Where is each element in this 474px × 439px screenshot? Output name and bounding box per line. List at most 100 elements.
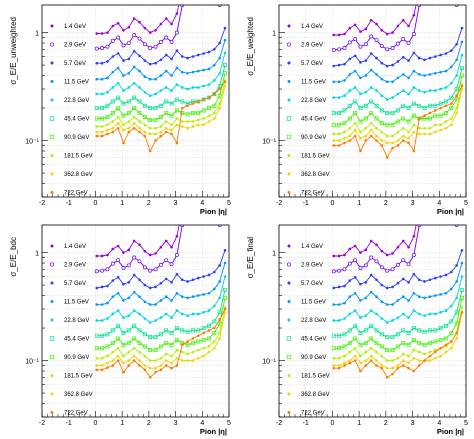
data-point (213, 270, 216, 274)
data-point (401, 295, 405, 299)
data-point (455, 94, 458, 98)
data-point (337, 303, 341, 306)
data-point (347, 40, 352, 45)
legend-label: 181.5 GeV (301, 374, 330, 380)
data-point (95, 319, 99, 322)
data-point (170, 316, 173, 319)
data-point (213, 1, 216, 4)
data-point (201, 326, 206, 330)
data-point (223, 0, 226, 2)
legend-marker (287, 24, 291, 28)
data-point (180, 120, 184, 123)
data-point (407, 366, 410, 370)
data-point (148, 46, 153, 50)
data-point (428, 278, 432, 282)
data-point (202, 346, 205, 350)
data-point (153, 118, 158, 122)
data-point (395, 262, 400, 267)
data-point (428, 312, 432, 316)
data-point (438, 326, 443, 330)
data-point (444, 126, 448, 130)
data-point (374, 38, 379, 43)
data-point (454, 87, 459, 91)
x-tick-label: 4 (437, 420, 441, 427)
data-point (342, 108, 347, 113)
legend-marker (49, 262, 55, 267)
data-point (127, 359, 131, 362)
data-point (390, 348, 395, 353)
data-point (95, 134, 99, 138)
data-point (337, 364, 341, 367)
data-point (100, 368, 104, 372)
data-point (196, 328, 201, 333)
data-point (223, 248, 227, 252)
series-line-45-4-GeV (333, 289, 463, 338)
data-point (212, 92, 217, 96)
data-point (190, 328, 195, 333)
data-point (353, 111, 358, 115)
data-point (148, 268, 153, 273)
data-point (196, 339, 201, 344)
data-point (438, 338, 443, 342)
data-point (450, 81, 453, 85)
data-point (369, 86, 373, 89)
data-point (116, 359, 120, 362)
data-point (332, 33, 336, 37)
legend-marker (287, 374, 291, 377)
data-point (164, 341, 169, 346)
data-point (111, 24, 115, 28)
data-point (132, 359, 136, 362)
plot-frame (41, 4, 230, 198)
data-point (94, 269, 99, 274)
legend-marker (50, 244, 54, 248)
data-point (170, 299, 173, 302)
data-point (406, 106, 411, 110)
data-point (391, 96, 394, 99)
legend-marker (49, 42, 55, 47)
legend-label: 2.9 GeV (301, 263, 323, 269)
data-point (343, 364, 346, 367)
data-point (196, 99, 201, 104)
x-tick-label: -2 (276, 200, 282, 207)
data-point (401, 103, 406, 108)
data-point (348, 73, 352, 76)
data-point (348, 312, 352, 316)
data-point (364, 281, 368, 284)
data-point (100, 364, 104, 367)
data-point (449, 319, 454, 324)
data-point (159, 245, 163, 249)
data-point (395, 108, 400, 113)
data-point (127, 296, 131, 300)
data-point (181, 208, 184, 211)
data-point (95, 32, 99, 35)
data-point (202, 123, 205, 127)
data-point (427, 103, 432, 108)
data-point (180, 312, 184, 316)
legend-marker (50, 281, 54, 285)
data-point (396, 281, 400, 285)
data-point (343, 79, 346, 82)
data-point (132, 95, 137, 100)
data-point (223, 261, 227, 265)
data-point (385, 111, 390, 115)
data-point (196, 86, 200, 89)
data-point (164, 364, 168, 367)
data-point (348, 295, 352, 299)
data-point (100, 125, 104, 128)
data-point (359, 136, 362, 140)
data-point (106, 132, 109, 136)
data-point (164, 239, 168, 243)
data-point (358, 106, 363, 110)
data-point (159, 364, 163, 367)
data-point (359, 299, 362, 302)
data-point (143, 354, 147, 358)
legend-marker (287, 318, 291, 322)
data-point (207, 50, 211, 54)
data-point (180, 278, 184, 282)
data-point (148, 126, 152, 130)
data-point (100, 319, 104, 322)
legend-label: 45.4 GeV (301, 337, 326, 343)
data-point (164, 69, 168, 73)
data-point (138, 312, 141, 316)
legend-marker (287, 98, 291, 102)
